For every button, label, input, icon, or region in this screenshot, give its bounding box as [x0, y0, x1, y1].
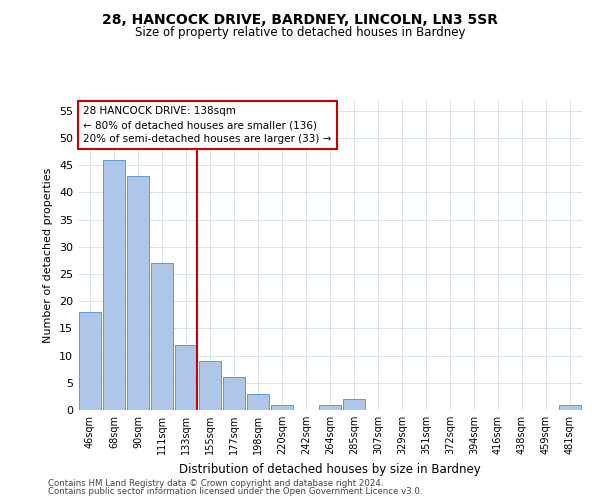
Bar [223, 378, 245, 410]
Bar [151, 263, 173, 410]
Bar [247, 394, 269, 410]
Text: 28, HANCOCK DRIVE, BARDNEY, LINCOLN, LN3 5SR: 28, HANCOCK DRIVE, BARDNEY, LINCOLN, LN3… [102, 12, 498, 26]
Bar [175, 344, 197, 410]
Y-axis label: Number of detached properties: Number of detached properties [43, 168, 53, 342]
Bar [271, 404, 293, 410]
Bar [127, 176, 149, 410]
Bar [319, 404, 341, 410]
Text: 28 HANCOCK DRIVE: 138sqm
← 80% of detached houses are smaller (136)
20% of semi-: 28 HANCOCK DRIVE: 138sqm ← 80% of detach… [83, 106, 331, 144]
Bar [559, 404, 581, 410]
Bar [199, 361, 221, 410]
Bar [79, 312, 101, 410]
Bar [343, 399, 365, 410]
Bar [103, 160, 125, 410]
Text: Contains HM Land Registry data © Crown copyright and database right 2024.: Contains HM Land Registry data © Crown c… [48, 478, 383, 488]
Text: Contains public sector information licensed under the Open Government Licence v3: Contains public sector information licen… [48, 487, 422, 496]
Text: Size of property relative to detached houses in Bardney: Size of property relative to detached ho… [135, 26, 465, 39]
X-axis label: Distribution of detached houses by size in Bardney: Distribution of detached houses by size … [179, 462, 481, 475]
